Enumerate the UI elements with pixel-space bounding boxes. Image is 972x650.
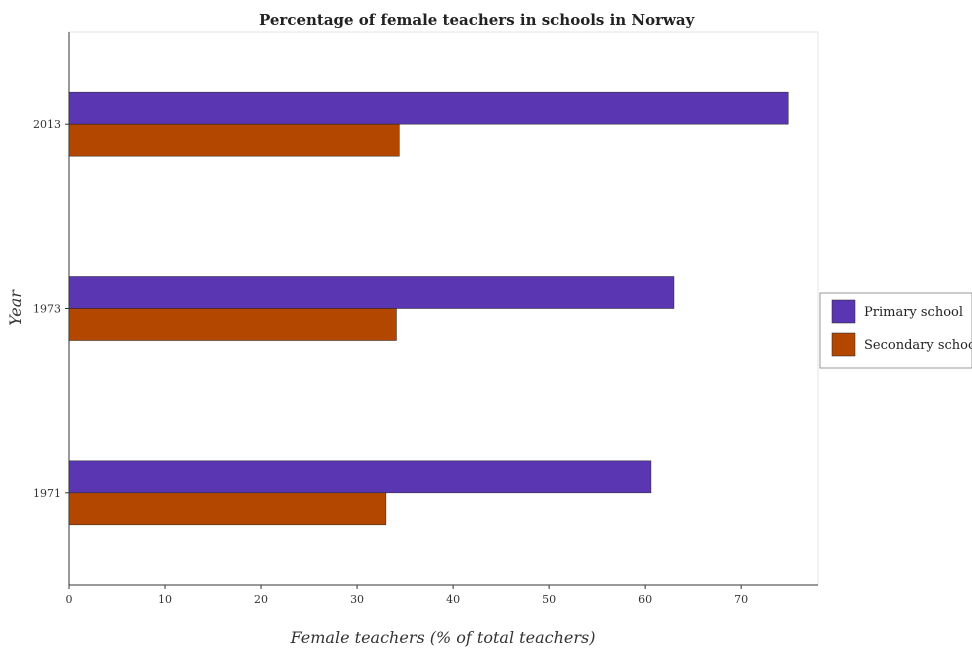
x-tick-label: 40 [446, 593, 460, 606]
bar-primary-2013 [68, 91, 789, 125]
bar-secondary-1971 [68, 492, 387, 526]
x-ticks-group: 0 10 20 30 40 50 60 70 [66, 585, 748, 606]
legend-swatch-primary [831, 299, 856, 324]
bar-secondary-1973 [68, 308, 397, 341]
y-axis-label: Year [6, 289, 25, 326]
y-ticks-group: 1971 1973 2013 [33, 118, 69, 500]
x-tick-label: 30 [350, 593, 364, 606]
legend: Primary school Secondary school [819, 292, 972, 369]
bar-secondary-2013 [68, 123, 400, 157]
y-tick-label: 2013 [33, 118, 61, 131]
legend-swatch-secondary [831, 332, 856, 357]
x-tick-label: 20 [254, 593, 268, 606]
y-tick-label: 1973 [33, 303, 61, 316]
x-tick-label: 0 [66, 593, 73, 606]
x-tick-label: 60 [638, 593, 652, 606]
legend-label-primary: Primary school [864, 305, 963, 320]
x-tick-label: 70 [734, 593, 748, 606]
y-tick-label: 1971 [33, 487, 61, 500]
bars-group [68, 91, 789, 526]
x-tick-label: 50 [542, 593, 556, 606]
bar-primary-1971 [68, 460, 652, 494]
legend-label-secondary: Secondary school [864, 338, 972, 353]
x-axis-label: Female teachers (% of total teachers) [290, 628, 596, 647]
bar-primary-1973 [68, 276, 675, 309]
chart-title: Percentage of female teachers in schools… [259, 11, 696, 29]
x-tick-label: 10 [158, 593, 172, 606]
